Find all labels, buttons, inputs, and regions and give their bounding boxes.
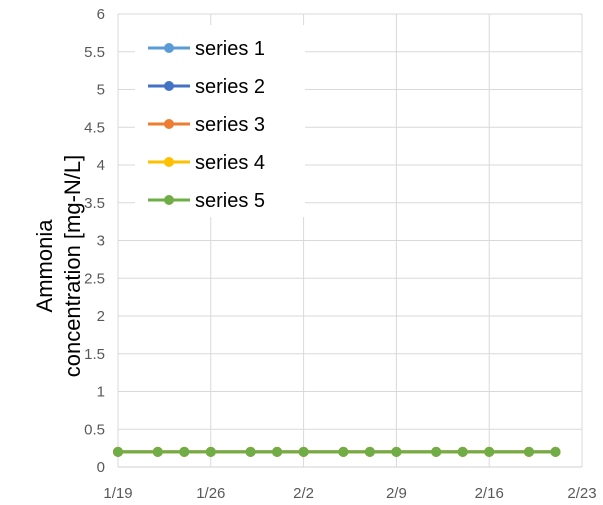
data-point [298, 446, 309, 457]
legend-background [135, 25, 305, 217]
y-tick-label: 3 [97, 233, 105, 250]
x-tick-label: 1/19 [103, 485, 132, 502]
legend-swatch-marker [164, 43, 174, 53]
data-point [391, 446, 402, 457]
y-axis-title-line1: Ammonia [32, 219, 57, 313]
x-tick-label: 1/26 [196, 485, 225, 502]
legend-swatch-marker [164, 119, 174, 129]
y-tick-label: 5 [97, 82, 105, 99]
x-tick-label: 2/16 [475, 485, 504, 502]
legend-label: series 2 [195, 76, 265, 98]
data-point [338, 446, 349, 457]
x-tick-label: 2/9 [386, 485, 407, 502]
legend-item: series 5 [148, 190, 265, 212]
y-tick-label: 6 [97, 6, 105, 23]
legend-swatch-marker [164, 81, 174, 91]
y-tick-label: 5.5 [84, 44, 105, 61]
y-tick-label: 1.5 [84, 346, 105, 363]
data-point [245, 446, 256, 457]
y-axis-title: Ammonia [32, 219, 57, 313]
y-tick-label: 0 [97, 459, 105, 476]
y-tick-label: 1 [97, 384, 105, 401]
y-axis-title-line2: concentration [mg-N/L] [60, 155, 85, 378]
x-tick-label: 2/23 [567, 485, 596, 502]
y-tick-label: 4.5 [84, 119, 105, 136]
x-tick-label: 2/2 [293, 485, 314, 502]
data-point [484, 446, 495, 457]
legend-label: series 1 [195, 38, 265, 60]
series-5 [113, 446, 561, 457]
legend-item: series 3 [148, 114, 265, 136]
data-point [113, 446, 123, 457]
y-tick-labels: 0 0.5 1 1.5 2 2.5 3 3.5 4 4.5 5 5.5 6 [84, 6, 105, 476]
legend-swatch-marker [164, 195, 174, 205]
y-tick-label: 3.5 [84, 195, 105, 212]
legend-label: series 4 [195, 152, 265, 174]
legend-item: series 1 [148, 38, 265, 60]
legend: series 1 series 2 series 3 series 4 series 5 [135, 25, 305, 217]
x-tick-labels: 1/19 1/26 2/2 2/9 2/16 2/23 [103, 485, 596, 502]
y-axis-title-2: concentration [mg-N/L] [60, 155, 85, 378]
data-point [179, 446, 190, 457]
legend-label: series 5 [195, 190, 265, 212]
y-tick-label: 2 [97, 308, 105, 325]
legend-swatch-marker [164, 157, 174, 167]
data-point [364, 446, 375, 457]
series-layer [113, 446, 561, 457]
legend-label: series 3 [195, 114, 265, 136]
legend-item: series 4 [148, 152, 265, 174]
data-point [272, 446, 283, 457]
data-point [152, 446, 163, 457]
y-tick-label: 2.5 [84, 270, 105, 287]
legend-item: series 2 [148, 76, 265, 98]
data-point [523, 446, 534, 457]
y-axis-title-concentration: concentration [60, 245, 85, 377]
y-axis-title-unit: [mg-N/L] [60, 155, 85, 239]
data-point [205, 446, 216, 457]
data-point [457, 446, 468, 457]
data-point [431, 446, 442, 457]
data-point [550, 446, 561, 457]
y-tick-label: 0.5 [84, 421, 105, 438]
y-tick-label: 4 [97, 157, 105, 174]
